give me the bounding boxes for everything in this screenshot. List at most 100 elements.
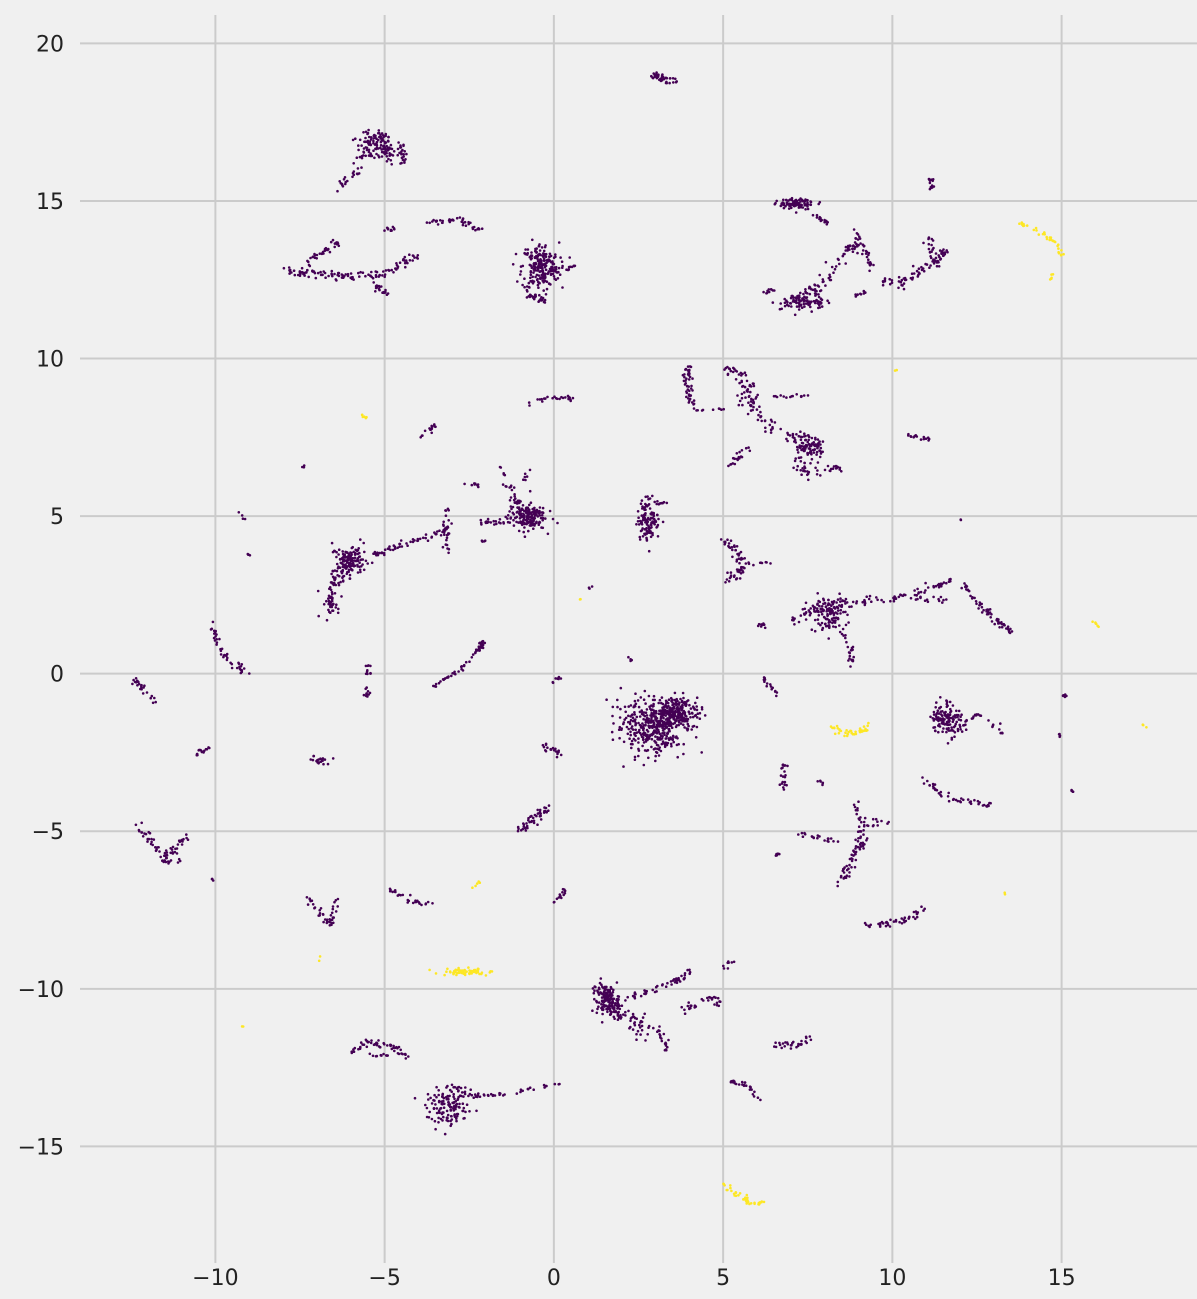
data-point [842,252,845,256]
data-point [650,704,653,707]
data-point [522,530,525,534]
data-point [816,446,819,450]
data-point [309,758,313,761]
data-point [473,483,477,486]
data-point [617,1010,620,1014]
data-point [566,268,570,272]
data-point [781,766,784,769]
data-point [637,737,640,740]
data-point [881,283,885,287]
data-point [378,285,382,289]
data-point [535,521,538,525]
data-point [803,295,806,299]
data-point [644,532,648,535]
data-point [315,759,318,763]
data-point [529,270,533,274]
data-point [814,444,818,448]
data-point [745,1202,748,1205]
data-point [398,545,401,548]
data-point [366,562,370,565]
data-point [730,961,734,964]
data-point [665,81,668,85]
data-point [786,300,789,304]
data-point [810,628,814,631]
data-point [530,516,534,519]
data-point [797,1042,800,1046]
data-point [618,725,622,729]
data-point [351,175,354,179]
data-point [990,613,993,616]
data-point [356,549,359,553]
data-point [952,729,955,733]
data-point [737,1083,741,1086]
data-point [800,203,803,207]
data-point [354,137,357,140]
data-point [1058,735,1061,739]
data-point [733,574,736,577]
data-point [470,1093,474,1097]
data-point [543,262,546,266]
data-point [605,698,608,701]
data-point [178,840,182,844]
data-point [661,706,664,709]
data-point [535,273,539,277]
data-point [400,150,403,153]
data-point [782,203,786,207]
data-point [809,452,813,455]
data-point [218,637,221,641]
data-point [519,273,522,276]
data-point [778,1043,782,1047]
data-point [960,730,964,733]
data-point [651,698,655,702]
data-point [318,252,322,255]
data-point [411,259,415,262]
data-point [897,286,900,290]
data-point [672,740,675,744]
data-point [785,396,788,399]
data-point [140,683,143,687]
data-point [986,610,990,614]
data-point [731,555,734,559]
data-point [819,302,823,305]
data-point [729,1080,733,1084]
data-point [578,598,582,601]
data-point [936,583,940,587]
data-point [653,73,656,77]
data-point [202,751,205,754]
data-point [378,1045,382,1049]
data-point [180,839,184,843]
data-point [150,694,154,698]
data-point [667,704,670,708]
data-point [637,523,641,526]
data-point [467,966,470,969]
data-point [140,831,144,834]
data-point [929,715,932,719]
data-point [543,806,546,809]
data-point [768,423,772,427]
data-point [526,248,530,251]
data-point [318,909,322,912]
data-point [894,918,898,922]
data-point [620,728,623,731]
data-point [358,138,362,142]
data-point [571,396,575,400]
data-point [986,803,990,807]
data-point [384,148,388,151]
data-point [842,876,846,880]
data-point [332,576,336,579]
data-point [660,734,663,738]
data-point [765,684,768,688]
data-point [963,582,966,585]
data-point [306,268,309,272]
data-point [693,708,697,711]
data-point [561,396,565,400]
data-point [685,395,688,399]
data-point [387,157,390,161]
data-point [398,151,401,155]
data-point [689,716,692,719]
data-point [658,709,661,713]
data-point [769,562,772,565]
data-point [909,435,913,439]
data-point [353,559,357,562]
data-point [672,735,675,738]
